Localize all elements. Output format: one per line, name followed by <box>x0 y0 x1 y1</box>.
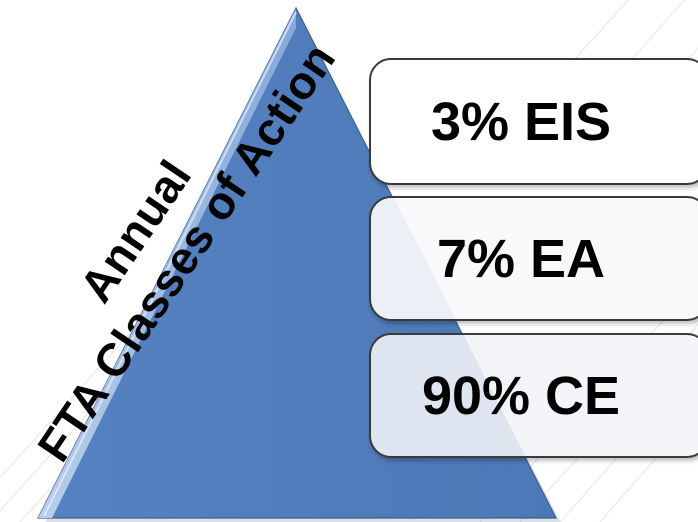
tier-ea-label: 7% EA <box>436 228 606 289</box>
tier-ce-box: 90% CE <box>369 333 698 458</box>
tier-eis-label: 3% EIS <box>430 91 612 152</box>
pyramid-left-bevel <box>38 8 296 518</box>
tier-ce-label: 90% CE <box>421 365 621 426</box>
tier-eis-box: 3% EIS <box>369 58 698 185</box>
tier-ea-box: 7% EA <box>369 196 698 321</box>
